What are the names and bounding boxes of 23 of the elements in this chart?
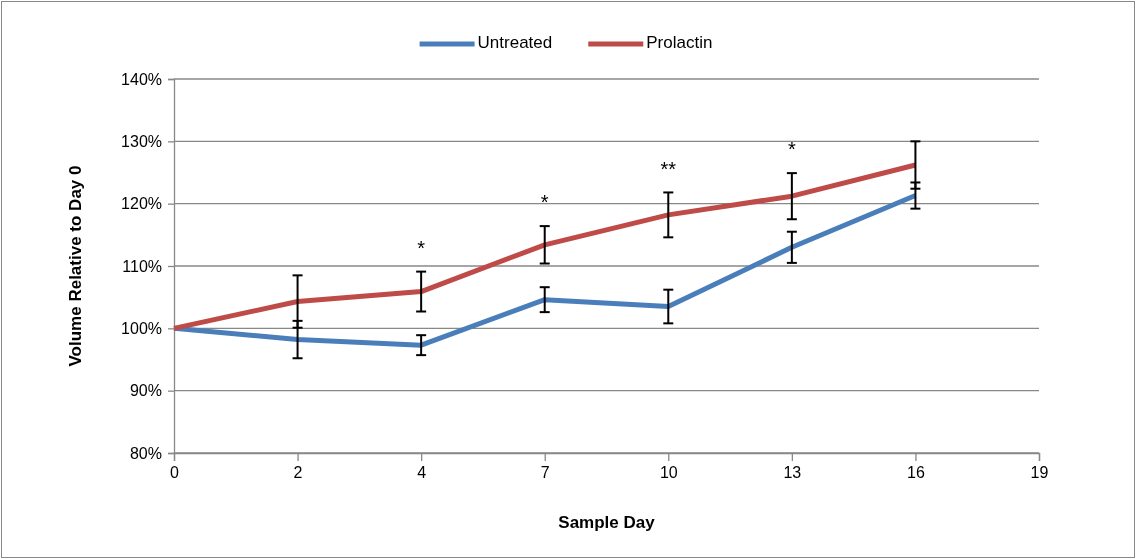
y-tick-label: 110% (122, 257, 162, 275)
annotation: * (787, 138, 796, 161)
y-tick-label: 80% (129, 444, 162, 462)
x-tick-label: 19 (1030, 464, 1049, 482)
y-tick-label: 100% (121, 319, 162, 337)
annotation: * (540, 191, 549, 214)
y-tick-label: 130% (121, 132, 162, 150)
y-tick-label: 140% (121, 70, 162, 88)
x-tick-label: 0 (170, 464, 180, 482)
x-tick-label: 2 (293, 464, 303, 482)
x-tick-label: 4 (417, 464, 427, 482)
y-tick-label: 120% (121, 195, 162, 213)
legend-label: Prolactin (646, 33, 713, 53)
annotation: * (417, 236, 426, 259)
x-tick-label: 10 (659, 464, 678, 482)
x-tick-label: 16 (907, 464, 925, 482)
annotation: ** (660, 157, 677, 180)
x-tick-label: 7 (540, 464, 550, 482)
legend-label: Untreated (477, 33, 553, 53)
y-axis-title: Volume Relative to Day 0 (66, 165, 85, 367)
y-tick-label: 90% (129, 382, 162, 400)
x-axis-title: Sample Day (558, 513, 656, 532)
x-tick-label: 13 (783, 464, 802, 482)
